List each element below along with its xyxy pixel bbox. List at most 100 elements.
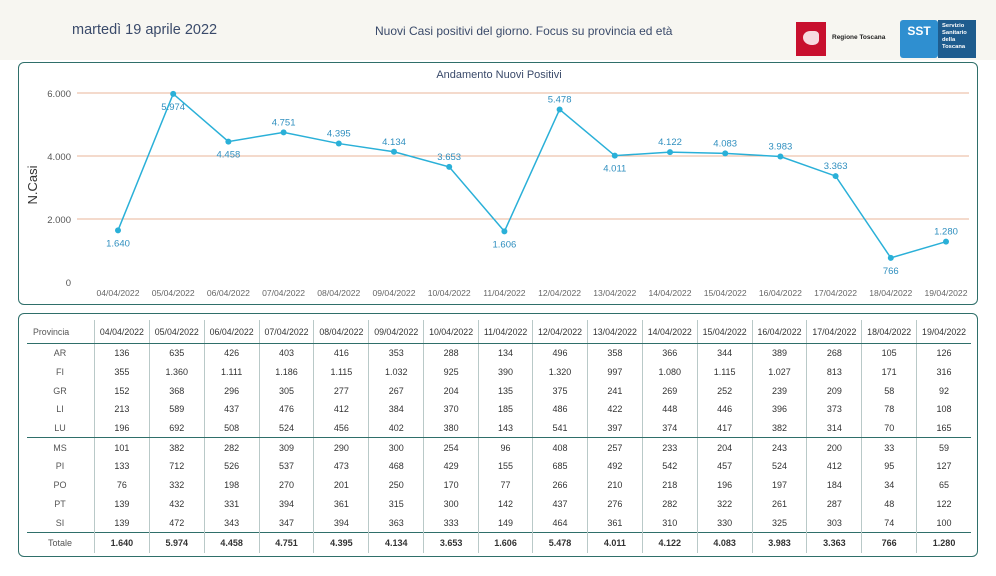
table-cell: 155	[478, 457, 533, 476]
table-cell: 1.115	[313, 362, 369, 382]
table-cell: 396	[751, 400, 807, 419]
table-cell: 122	[916, 494, 971, 514]
data-point	[225, 138, 232, 145]
table-cell: 204	[696, 437, 753, 458]
table-cell: 1.032	[368, 362, 424, 382]
column-header-date: 07/04/2022	[258, 320, 314, 344]
table-cell: 290	[313, 437, 369, 458]
table-cell: 210	[586, 475, 643, 495]
table-cell: 200	[806, 437, 862, 458]
table-cell: 403	[258, 343, 314, 363]
table-cell: 496	[532, 343, 588, 363]
column-header-date: 11/04/2022	[478, 320, 533, 344]
table-cell: 1.360	[148, 362, 205, 382]
table-cell: 422	[586, 400, 643, 419]
table-cell: 4.122	[641, 531, 698, 553]
page-header: martedì 19 aprile 2022 Nuovi Casi positi…	[0, 0, 996, 60]
table-cell: 92	[916, 381, 971, 401]
table-cell: 316	[916, 362, 971, 382]
table-cell: 402	[368, 418, 424, 439]
table-cell: 184	[806, 475, 862, 495]
table-cell: 486	[532, 400, 588, 419]
table-cell: 384	[368, 400, 424, 419]
data-point	[667, 149, 673, 156]
table-cell: 201	[313, 475, 369, 495]
table-cell: 257	[586, 437, 643, 458]
table-cell: 196	[696, 475, 753, 495]
table-cell: 1.186	[258, 362, 314, 382]
x-tick-label: 14/04/2022	[648, 288, 691, 298]
x-tick-label: 10/04/2022	[428, 288, 471, 298]
table-cell: 344	[696, 343, 753, 363]
province-name: PI	[55, 461, 65, 472]
series-line	[117, 92, 947, 259]
table-cell: 412	[806, 457, 862, 476]
total-row: Totale 1.640 5.974 4.458 4.751 4.395 4.134 3.65…	[27, 531, 971, 553]
table-cell: 70	[861, 418, 917, 439]
data-point	[556, 106, 563, 113]
sst-logo: SST Servizio Sanitario della Toscana	[900, 20, 976, 58]
table-cell: 813	[806, 362, 862, 382]
x-tick-label: 08/04/2022	[317, 288, 360, 298]
table-row: PO 76 332 198 270 201 250 170 77 266 210 218 196 197 1…	[27, 475, 971, 495]
table-cell: 254	[423, 437, 479, 458]
table-cell: 4.751	[258, 531, 314, 553]
table-cell: 300	[423, 494, 479, 514]
table-cell: 185	[478, 400, 533, 419]
table-cell: 5.974	[148, 531, 205, 553]
table-row: MS 101 382 282 309 290 300 254 96 408 257 233 204 243…	[27, 437, 971, 458]
table-cell: 101	[94, 437, 150, 458]
table-cell: 397	[586, 418, 643, 439]
table-cell: 508	[203, 418, 260, 439]
data-point	[777, 153, 784, 160]
table-cell: 366	[641, 343, 698, 363]
column-header-date: 05/04/2022	[148, 320, 205, 344]
table-cell: 476	[258, 400, 314, 419]
table-cell: 4.395	[313, 531, 369, 553]
table-cell: 277	[313, 381, 369, 401]
x-tick-label: 17/04/2022	[814, 288, 857, 298]
sst-badge: SST	[900, 20, 938, 58]
province-name: FI	[56, 367, 64, 378]
data-point	[335, 140, 342, 147]
table-cell: 261	[751, 494, 807, 514]
chart-title: Andamento Nuovi Positivi	[436, 69, 561, 81]
y-tick-label: 0	[66, 278, 71, 289]
table-cell: 282	[203, 437, 260, 458]
table-cell: 526	[203, 457, 260, 476]
table-cell: 269	[641, 381, 698, 401]
table-cell: 3.983	[751, 531, 807, 553]
table-cell: 361	[313, 494, 369, 514]
table-cell: 270	[258, 475, 314, 495]
column-header-date: 17/04/2022	[806, 320, 862, 344]
table-cell: 1.320	[532, 362, 588, 382]
column-header-date: 09/04/2022	[368, 320, 424, 344]
table-cell: 325	[751, 513, 807, 533]
y-tick-label: 6.000	[47, 89, 71, 100]
table-cell: 389	[751, 343, 807, 363]
table-cell: 3.653	[423, 531, 479, 553]
table-cell: 416	[313, 343, 369, 363]
data-label: 1.280	[934, 227, 958, 238]
report-date: martedì 19 aprile 2022	[72, 22, 218, 38]
data-point	[115, 227, 121, 234]
data-label: 766	[883, 266, 899, 277]
table-cell: 382	[751, 418, 807, 439]
data-label: 5.974	[161, 102, 185, 113]
table-cell: 492	[586, 457, 643, 476]
sst-label: Servizio Sanitario della Toscana	[938, 20, 976, 58]
table-cell: 353	[368, 343, 424, 363]
table-cell: 252	[696, 381, 753, 401]
table-cell: 243	[751, 437, 807, 458]
chart-panel: Andamento Nuovi Positivi N.Casi 0 2.000 4.…	[18, 62, 978, 305]
table-cell: 375	[532, 381, 588, 401]
table-cell: 464	[532, 513, 588, 533]
province-name: LI	[56, 404, 64, 415]
table-cell: 288	[423, 343, 479, 363]
table-cell: 432	[148, 494, 205, 514]
table-cell: 524	[751, 457, 807, 476]
table-cell: 77	[478, 475, 533, 495]
table-cell: 282	[641, 494, 698, 514]
table-cell: 347	[258, 513, 314, 533]
table-cell: 417	[696, 418, 753, 439]
